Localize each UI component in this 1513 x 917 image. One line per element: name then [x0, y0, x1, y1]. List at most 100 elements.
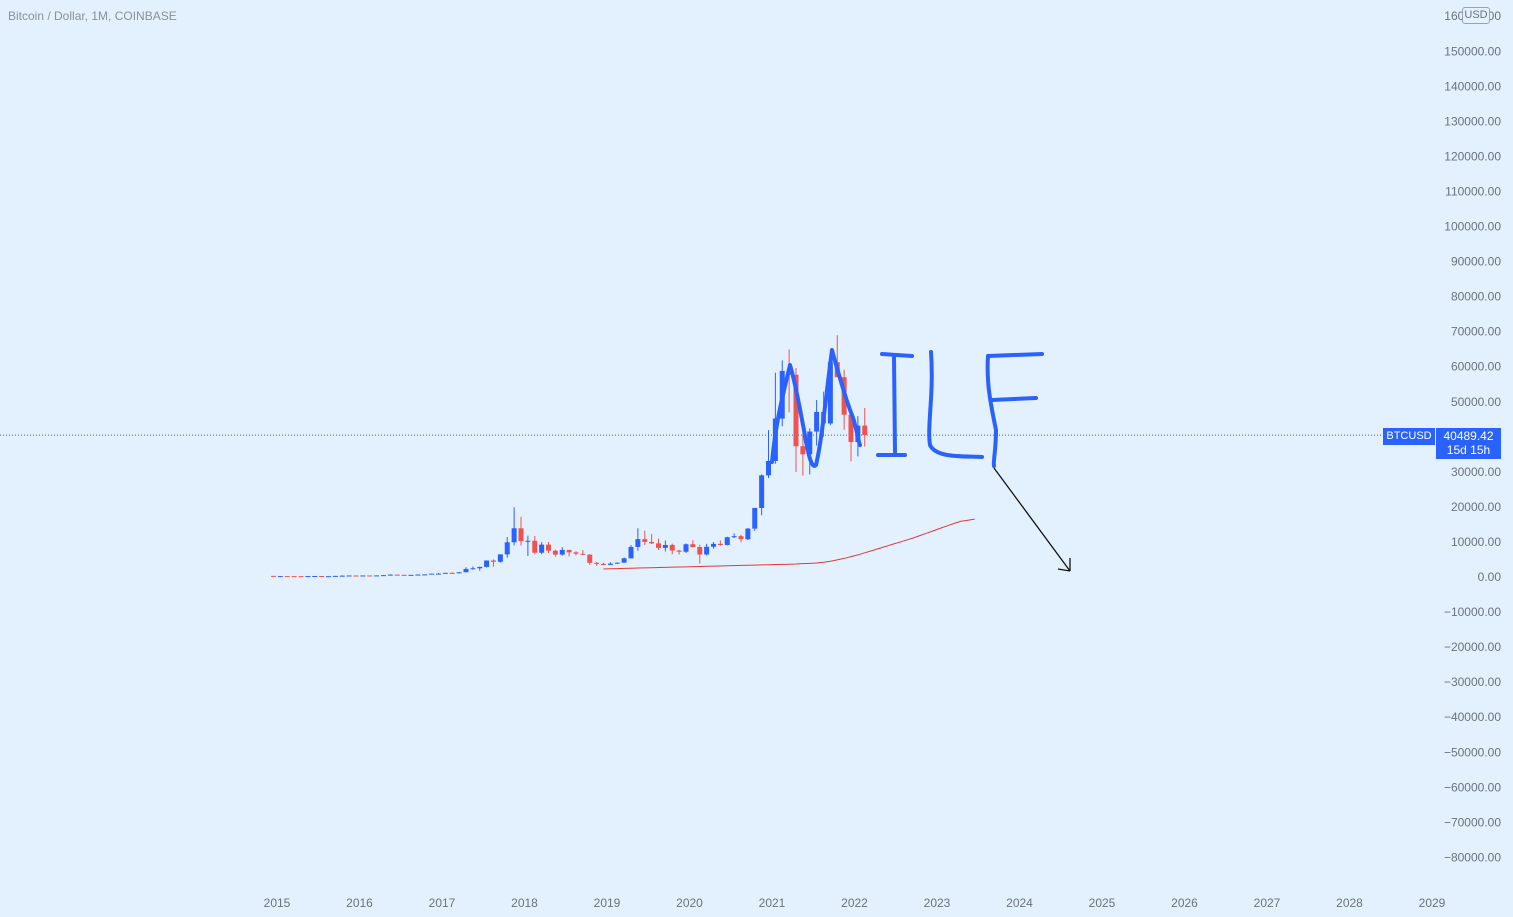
candle[interactable] [429, 573, 435, 575]
candle[interactable] [601, 562, 606, 566]
candle[interactable] [546, 541, 551, 553]
candle[interactable] [607, 562, 613, 566]
candles[interactable] [271, 335, 868, 578]
candle[interactable] [649, 533, 655, 545]
candle[interactable] [717, 540, 723, 546]
candle[interactable] [566, 549, 572, 557]
candle[interactable] [738, 534, 744, 543]
candle[interactable] [360, 575, 366, 577]
candle-body [394, 574, 400, 576]
candle[interactable] [312, 575, 318, 578]
candle[interactable] [470, 566, 476, 570]
candle[interactable] [284, 575, 290, 578]
candle[interactable] [291, 576, 297, 578]
candle[interactable] [683, 543, 689, 553]
candle[interactable] [463, 567, 469, 573]
candle[interactable] [559, 547, 565, 556]
candle[interactable] [800, 432, 806, 476]
candle[interactable] [394, 574, 400, 576]
candle[interactable] [724, 536, 730, 546]
candle[interactable] [401, 574, 407, 576]
candle[interactable] [484, 560, 490, 568]
freehand-drawing[interactable] [770, 348, 1044, 468]
candle-body [704, 546, 710, 555]
candle[interactable] [511, 507, 517, 546]
x-axis[interactable]: 2015 2016 2017 2018 2019 2020 2021 2022 2023 2024… [264, 896, 1446, 910]
candle[interactable] [339, 575, 345, 577]
currency-badge[interactable]: USD [1462, 7, 1490, 24]
candle[interactable] [477, 566, 483, 571]
candle[interactable] [711, 541, 716, 549]
candle[interactable] [408, 574, 414, 576]
candle-body [387, 574, 393, 576]
candle[interactable] [862, 408, 868, 447]
candle[interactable] [422, 574, 428, 576]
candle-body [814, 411, 820, 432]
candle[interactable] [656, 538, 661, 551]
candle[interactable] [766, 430, 771, 479]
candle[interactable] [539, 542, 545, 555]
y-axis[interactable]: 160000.00150000.00140000.00130000.001200… [1444, 9, 1501, 864]
candle[interactable] [676, 549, 682, 555]
arrow-annotation[interactable] [993, 467, 1071, 572]
candle[interactable] [456, 571, 462, 574]
candle[interactable] [573, 551, 579, 556]
candle[interactable] [525, 535, 531, 556]
candle[interactable] [449, 572, 455, 574]
candle-body [731, 536, 737, 538]
candle[interactable] [731, 533, 737, 539]
candle[interactable] [387, 574, 393, 576]
candle[interactable] [697, 544, 703, 564]
candle[interactable] [669, 543, 675, 555]
candle-body [497, 554, 503, 562]
drawing-letter-l[interactable] [927, 350, 984, 459]
candle[interactable] [319, 576, 325, 578]
candle[interactable] [298, 576, 304, 578]
candle[interactable] [690, 540, 696, 548]
candle[interactable] [704, 543, 710, 556]
candle[interactable] [594, 561, 600, 566]
candle-body [463, 568, 469, 573]
candle[interactable] [332, 575, 338, 577]
candle[interactable] [346, 575, 352, 577]
candle[interactable] [759, 474, 765, 516]
candle[interactable] [367, 575, 373, 577]
candle[interactable] [353, 575, 359, 577]
candle[interactable] [552, 549, 558, 557]
y-tick-label: 90000.00 [1451, 255, 1501, 269]
candle[interactable] [635, 528, 641, 551]
candle-body [484, 560, 490, 567]
candle[interactable] [580, 550, 586, 556]
candle[interactable] [374, 575, 380, 577]
candle[interactable] [814, 399, 820, 446]
candle[interactable] [752, 507, 758, 531]
candle[interactable] [504, 537, 510, 558]
candle[interactable] [621, 557, 627, 563]
candle[interactable] [662, 540, 668, 552]
candle[interactable] [442, 572, 448, 574]
candle-body [470, 568, 476, 570]
candle[interactable] [628, 545, 634, 559]
candle[interactable] [642, 530, 648, 546]
drawing-letter-f[interactable] [985, 352, 1044, 468]
candle-body [422, 574, 428, 576]
candle[interactable] [271, 575, 276, 577]
candle[interactable] [305, 576, 311, 578]
drawing-letter-m[interactable] [770, 348, 862, 468]
candle[interactable] [518, 516, 524, 546]
candle[interactable] [497, 554, 503, 563]
candle[interactable] [436, 572, 441, 575]
candle[interactable] [277, 576, 283, 578]
drawing-letter-i[interactable] [876, 352, 914, 457]
candle[interactable] [745, 527, 751, 541]
candle[interactable] [614, 562, 620, 565]
candle[interactable] [381, 575, 386, 577]
candle[interactable] [491, 559, 496, 567]
candle-body [408, 574, 414, 576]
candle[interactable] [532, 535, 538, 555]
candle[interactable] [415, 574, 421, 576]
candle[interactable] [326, 576, 331, 578]
candle[interactable] [587, 554, 593, 565]
